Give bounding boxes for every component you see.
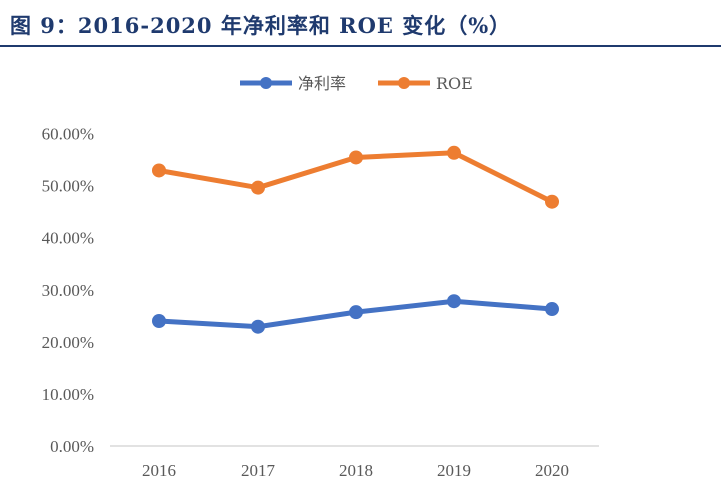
legend-label: 净利率 bbox=[298, 74, 346, 93]
y-tick-label: 0.00% bbox=[50, 437, 94, 456]
data-point bbox=[251, 180, 265, 195]
y-tick-label: 30.00% bbox=[42, 281, 94, 300]
y-tick-label: 60.00% bbox=[42, 125, 94, 144]
data-point bbox=[545, 194, 559, 209]
title-divider bbox=[0, 45, 721, 47]
y-tick-label: 10.00% bbox=[42, 385, 94, 404]
y-tick-label: 40.00% bbox=[42, 229, 94, 248]
data-point bbox=[447, 294, 461, 309]
data-point bbox=[152, 163, 166, 178]
data-point bbox=[251, 319, 265, 334]
x-tick-label: 2019 bbox=[437, 461, 471, 480]
data-point bbox=[349, 305, 363, 320]
x-tick-label: 2020 bbox=[535, 461, 569, 480]
data-point bbox=[447, 145, 461, 160]
y-tick-label: 20.00% bbox=[42, 333, 94, 352]
legend-label: ROE bbox=[436, 74, 473, 93]
data-point bbox=[152, 314, 166, 328]
data-point bbox=[545, 302, 559, 317]
data-point bbox=[349, 150, 363, 165]
x-tick-label: 2018 bbox=[339, 461, 373, 480]
y-tick-label: 50.00% bbox=[42, 177, 94, 196]
legend-marker bbox=[398, 77, 410, 89]
x-tick-label: 2016 bbox=[142, 461, 176, 480]
legend-marker bbox=[260, 77, 272, 89]
figure-title: 图 9：2016-2020 年净利率和 ROE 变化（%） bbox=[10, 13, 512, 38]
x-tick-label: 2017 bbox=[241, 461, 276, 480]
